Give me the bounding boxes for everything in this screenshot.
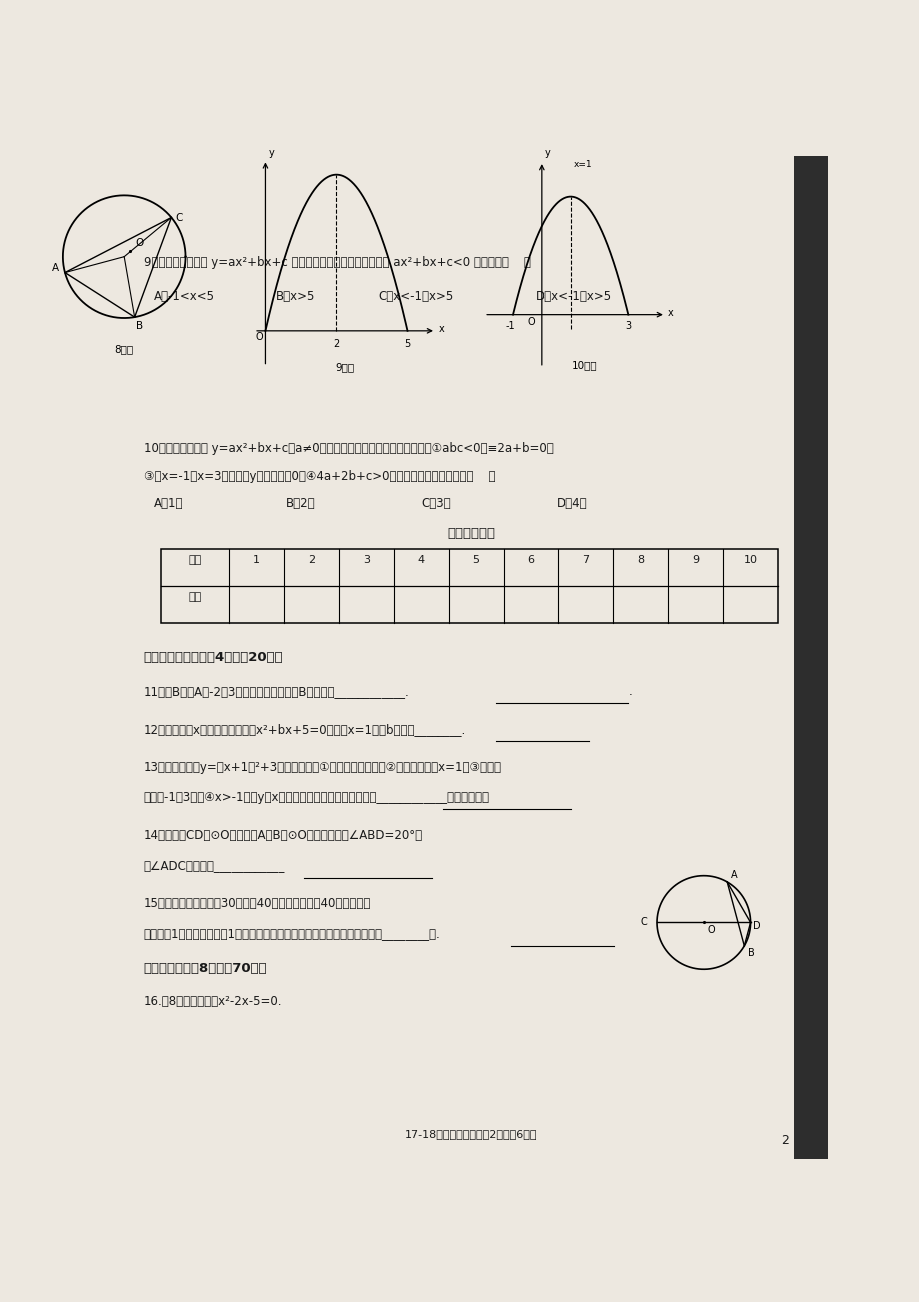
Text: 3: 3	[625, 322, 630, 332]
Text: D: D	[752, 922, 760, 931]
Text: x=1: x=1	[573, 160, 592, 169]
Text: 题号: 题号	[188, 555, 201, 565]
Text: 标为（-1，3）；④x>-1时，y随x的增大而增大．其中正确结论是____________（选填序号）: 标为（-1，3）；④x>-1时，y随x的增大而增大．其中正确结论是_______…	[143, 790, 489, 803]
Bar	[793, 156, 827, 1159]
Text: 7: 7	[582, 555, 589, 565]
Text: .: .	[628, 685, 631, 698]
Text: 2: 2	[333, 339, 339, 349]
Text: O: O	[527, 316, 535, 327]
Text: 10题图: 10题图	[572, 359, 597, 370]
Text: B．2个: B．2个	[286, 497, 315, 510]
Text: C．x<-1且x>5: C．x<-1且x>5	[379, 289, 454, 302]
Text: C．3个: C．3个	[421, 497, 450, 510]
Text: x: x	[438, 324, 444, 335]
Text: y: y	[268, 147, 274, 158]
Text: 13．对于抛物线y=（x+1）²+3有以下结论：①抛物线开口向下；②对称轴为直线x=1；③顶点坐: 13．对于抛物线y=（x+1）²+3有以下结论：①抛物线开口向下；②对称轴为直线…	[143, 760, 501, 773]
Text: A．1个: A．1个	[154, 497, 184, 510]
Text: D．x<-1或x>5: D．x<-1或x>5	[535, 289, 611, 302]
Text: 5: 5	[472, 555, 479, 565]
Text: 则∠ADC的度数为____________: 则∠ADC的度数为____________	[143, 859, 285, 872]
Text: x: x	[666, 309, 673, 318]
Text: 10: 10	[743, 555, 757, 565]
Text: A: A	[730, 870, 737, 880]
Bar	[161, 549, 777, 624]
Text: 4: 4	[417, 555, 425, 565]
Text: 二、填空题（每小题4分，共20分）: 二、填空题（每小题4分，共20分）	[143, 651, 283, 664]
Text: 11．点B与点A（-2，3）关于原点对称，点B的坐标为____________.: 11．点B与点A（-2，3）关于原点对称，点B的坐标为____________.	[143, 685, 409, 698]
Text: 5: 5	[404, 339, 410, 349]
Text: O: O	[707, 924, 714, 935]
Text: 15．某商品进货单价为30元，按40元一个销售能卖40个；若销售: 15．某商品进货单价为30元，按40元一个销售能卖40个；若销售	[143, 897, 370, 910]
Text: 8: 8	[637, 555, 643, 565]
Text: ③当x=-1或x=3时，函数y的值都等于0；④4a+2b+c>0，其中正确结论的个数是【    】: ③当x=-1或x=3时，函数y的值都等于0；④4a+2b+c>0，其中正确结论的…	[143, 470, 494, 483]
Text: 8题图: 8题图	[115, 344, 133, 354]
Text: 答案: 答案	[188, 592, 201, 603]
Text: 9: 9	[691, 555, 698, 565]
Text: 16.（8分）解方程：x²-2x-5=0.: 16.（8分）解方程：x²-2x-5=0.	[143, 995, 282, 1008]
Text: 单价每涨1元，则销量减少1个．为了获得最大利润，此商品的最佳售价应为________元.: 单价每涨1元，则销量减少1个．为了获得最大利润，此商品的最佳售价应为______…	[143, 927, 440, 940]
Text: 14．如图，CD是⊙O的直径，A、B是⊙O上的两点，若∠ABD=20°，: 14．如图，CD是⊙O的直径，A、B是⊙O上的两点，若∠ABD=20°，	[143, 829, 422, 842]
Text: A: A	[51, 263, 59, 273]
Text: 2: 2	[308, 555, 314, 565]
Text: 9题图: 9题图	[335, 362, 354, 372]
Text: B．x>5: B．x>5	[275, 289, 314, 302]
Text: B: B	[747, 948, 754, 958]
Text: D．4个: D．4个	[557, 497, 587, 510]
Text: 12．已知关于x的一元二次方程为x²+bx+5=0的解是x=1，则b的值是________.: 12．已知关于x的一元二次方程为x²+bx+5=0的解是x=1，则b的值是___…	[143, 723, 465, 736]
Text: -1: -1	[505, 322, 515, 332]
Text: O: O	[135, 238, 143, 249]
Text: 6: 6	[527, 555, 534, 565]
Text: B: B	[136, 322, 143, 332]
Text: 9．如图是二次函数 y=ax²+bx+c 的部分图象，由图象可知不等式 ax²+bx+c<0 的解集是【    】: 9．如图是二次函数 y=ax²+bx+c 的部分图象，由图象可知不等式 ax²+…	[143, 256, 530, 270]
Text: C: C	[640, 917, 647, 927]
Text: 17-18上中九年级数学第2页（共6页）: 17-18上中九年级数学第2页（共6页）	[404, 1129, 538, 1139]
Text: y: y	[544, 148, 550, 159]
Text: 1: 1	[253, 555, 260, 565]
Text: 3: 3	[362, 555, 369, 565]
Text: 选择题答题栏: 选择题答题栏	[447, 527, 495, 540]
Text: 2: 2	[780, 1134, 788, 1147]
Text: C: C	[176, 212, 183, 223]
Text: 三、解答题（共8小题，70分）: 三、解答题（共8小题，70分）	[143, 962, 267, 975]
Text: O: O	[255, 332, 263, 341]
Text: A．-1<x<5: A．-1<x<5	[154, 289, 215, 302]
Text: 10．已知二次函数 y=ax²+bx+c（a≠0）的图象如图所示，给出以下结论：①abc<0；≡2a+b=0；: 10．已知二次函数 y=ax²+bx+c（a≠0）的图象如图所示，给出以下结论：…	[143, 441, 552, 454]
